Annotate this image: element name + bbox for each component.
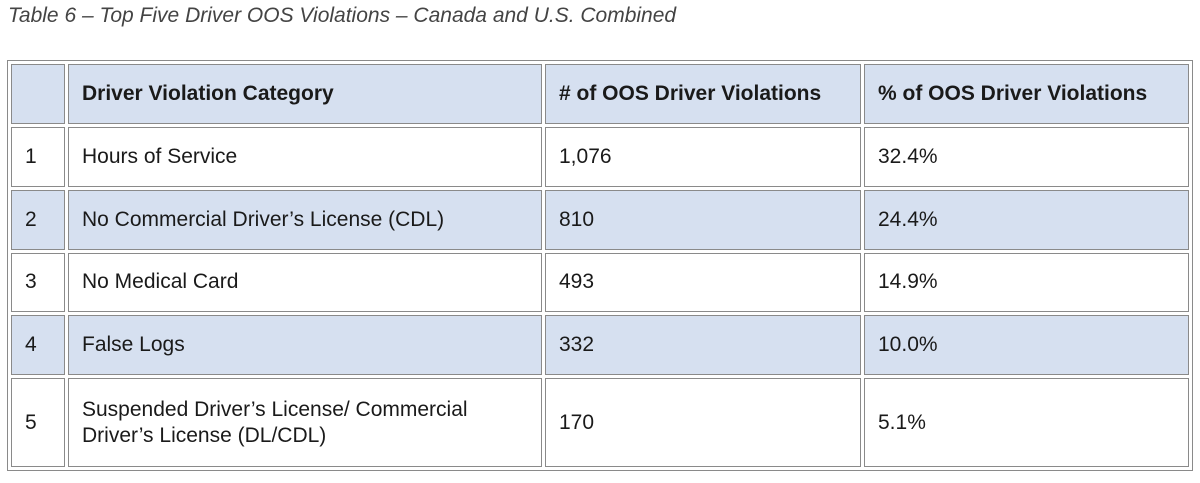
violations-table: Driver Violation Category # of OOS Drive… bbox=[7, 60, 1193, 471]
header-percent: % of OOS Driver Violations bbox=[864, 64, 1189, 124]
header-rank bbox=[11, 64, 65, 124]
row-category: Hours of Service bbox=[68, 126, 542, 187]
row-category: No Medical Card bbox=[68, 252, 542, 313]
row-count: 493 bbox=[545, 252, 861, 313]
table-row: 4 False Logs 332 10.0% bbox=[11, 315, 1189, 376]
row-category: Suspended Driver’s License/ Commercial D… bbox=[68, 378, 542, 467]
row-count: 170 bbox=[545, 378, 861, 467]
row-rank: 2 bbox=[11, 189, 65, 250]
table-row: 1 Hours of Service 1,076 32.4% bbox=[11, 126, 1189, 187]
row-count: 332 bbox=[545, 315, 861, 376]
row-category: False Logs bbox=[68, 315, 542, 376]
row-rank: 3 bbox=[11, 252, 65, 313]
row-percent: 10.0% bbox=[864, 315, 1189, 376]
header-category: Driver Violation Category bbox=[68, 64, 542, 124]
table-row: 5 Suspended Driver’s License/ Commercial… bbox=[11, 378, 1189, 467]
header-count: # of OOS Driver Violations bbox=[545, 64, 861, 124]
row-percent: 5.1% bbox=[864, 378, 1189, 467]
row-rank: 1 bbox=[11, 126, 65, 187]
table-row: 2 No Commercial Driver’s License (CDL) 8… bbox=[11, 189, 1189, 250]
row-rank: 5 bbox=[11, 378, 65, 467]
row-percent: 32.4% bbox=[864, 126, 1189, 187]
row-count: 1,076 bbox=[545, 126, 861, 187]
table-caption: Table 6 – Top Five Driver OOS Violations… bbox=[8, 4, 677, 27]
table-header-row: Driver Violation Category # of OOS Drive… bbox=[11, 64, 1189, 124]
row-count: 810 bbox=[545, 189, 861, 250]
row-percent: 24.4% bbox=[864, 189, 1189, 250]
row-rank: 4 bbox=[11, 315, 65, 376]
row-category: No Commercial Driver’s License (CDL) bbox=[68, 189, 542, 250]
table-row: 3 No Medical Card 493 14.9% bbox=[11, 252, 1189, 313]
row-percent: 14.9% bbox=[864, 252, 1189, 313]
